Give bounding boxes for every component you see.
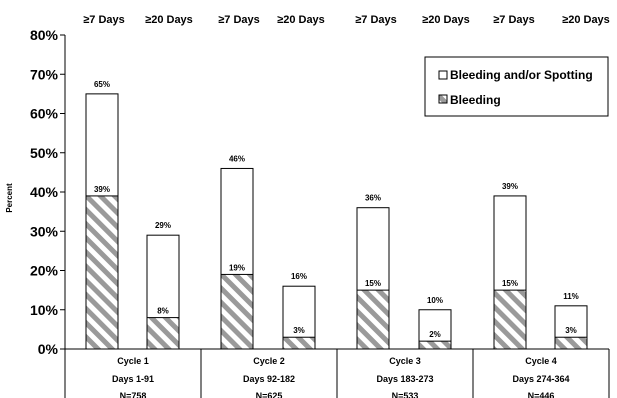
data-label-bleeding-spotting: 29% (155, 221, 171, 230)
data-label-bleeding: 2% (429, 330, 441, 339)
data-label-bleeding: 39% (94, 185, 110, 194)
bar-bleeding (418, 340, 452, 350)
category-cycle-label: Cycle 4 (525, 356, 557, 366)
data-label-bleeding-spotting: 11% (563, 292, 579, 301)
y-tick-label: 20% (30, 263, 59, 279)
category-cycle-label: Cycle 1 (117, 356, 149, 366)
data-label-bleeding-spotting: 46% (229, 154, 245, 163)
legend: Bleeding and/or Spotting Bleeding (424, 56, 609, 117)
category-days-label: Days 1-91 (112, 374, 154, 384)
top-period-label: ≥20 Days (562, 14, 610, 26)
data-label-bleeding: 3% (565, 326, 577, 335)
bar-bleeding (554, 336, 588, 350)
data-label-bleeding-spotting: 65% (94, 80, 110, 89)
y-tick-label: 30% (30, 223, 59, 239)
y-tick-label: 60% (30, 106, 59, 122)
data-label-bleeding: 8% (157, 307, 169, 316)
top-period-label: ≥7 Days (355, 14, 397, 26)
legend-swatch-bleeding (438, 94, 448, 104)
top-period-label: ≥20 Days (277, 14, 325, 26)
y-tick-label: 70% (30, 66, 59, 82)
data-label-bleeding: 19% (229, 263, 245, 272)
data-label-bleeding: 15% (502, 279, 518, 288)
data-label-bleeding: 3% (293, 326, 305, 335)
data-label-bleeding-spotting: 39% (502, 182, 518, 191)
category-cycle-label: Cycle 2 (253, 356, 285, 366)
category-n-label: N=625 (256, 391, 283, 398)
data-label-bleeding-spotting: 10% (427, 296, 443, 305)
y-tick-label: 0% (38, 341, 59, 357)
legend-label-bleeding: Bleeding (450, 93, 501, 107)
category-cycle-label: Cycle 3 (389, 356, 421, 366)
y-tick-label: 80% (30, 27, 59, 43)
top-period-label: ≥20 Days (145, 14, 193, 26)
top-period-label: ≥20 Days (422, 14, 470, 26)
category-days-label: Days 92-182 (243, 374, 295, 384)
legend-label-bleeding-spotting: Bleeding and/or Spotting (450, 68, 593, 82)
y-axis-label: Percent (5, 183, 14, 213)
y-tick-label: 10% (30, 302, 59, 318)
data-label-bleeding-spotting: 36% (365, 194, 381, 203)
bar-bleeding (282, 336, 316, 350)
category-n-label: N=446 (528, 391, 555, 398)
y-tick-label: 40% (30, 184, 59, 200)
bar-bleeding (146, 317, 180, 350)
data-label-bleeding: 15% (365, 279, 381, 288)
bar-bleeding (493, 289, 527, 350)
top-period-label: ≥7 Days (218, 14, 260, 26)
category-n-label: N=758 (120, 391, 147, 398)
data-label-bleeding-spotting: 16% (291, 272, 307, 281)
category-n-label: N=533 (392, 391, 419, 398)
bar-bleeding (356, 289, 390, 350)
legend-swatch-bleeding-spotting (438, 70, 448, 80)
top-period-label: ≥7 Days (493, 14, 535, 26)
top-period-label: ≥7 Days (83, 14, 125, 26)
bar-bleeding (220, 273, 254, 350)
bar-bleeding (85, 195, 119, 350)
y-tick-label: 50% (30, 145, 59, 161)
category-days-label: Days 274-364 (512, 374, 569, 384)
category-days-label: Days 183-273 (376, 374, 433, 384)
